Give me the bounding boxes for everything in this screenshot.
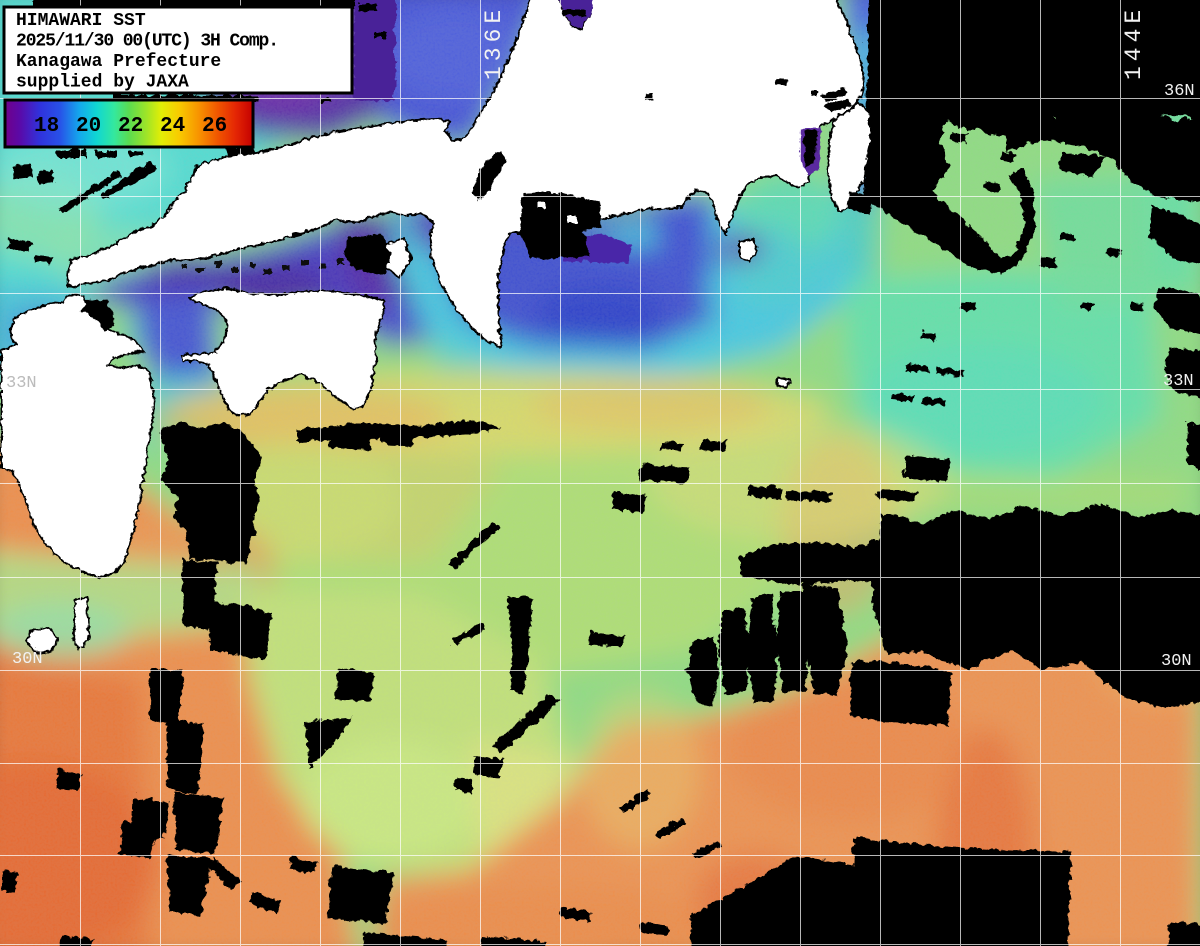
svg-text:136E: 136E xyxy=(481,5,507,80)
svg-text:33N: 33N xyxy=(6,374,37,393)
svg-text:26: 26 xyxy=(202,115,227,138)
svg-text:18: 18 xyxy=(34,115,59,138)
svg-text:36N: 36N xyxy=(1164,82,1195,101)
svg-text:HIMAWARI SST: HIMAWARI SST xyxy=(16,11,146,31)
svg-text:22: 22 xyxy=(118,115,143,138)
svg-text:supplied by JAXA: supplied by JAXA xyxy=(16,73,189,93)
svg-text:2025/11/30 00(UTC) 3H Comp.: 2025/11/30 00(UTC) 3H Comp. xyxy=(16,32,278,52)
svg-text:30N: 30N xyxy=(12,650,43,669)
svg-text:24: 24 xyxy=(160,115,185,138)
svg-text:30N: 30N xyxy=(1161,652,1192,671)
svg-text:144E: 144E xyxy=(1121,5,1147,80)
svg-text:Kanagawa Prefecture: Kanagawa Prefecture xyxy=(16,52,221,72)
svg-text:20: 20 xyxy=(76,115,101,138)
svg-text:33N: 33N xyxy=(1163,372,1194,391)
